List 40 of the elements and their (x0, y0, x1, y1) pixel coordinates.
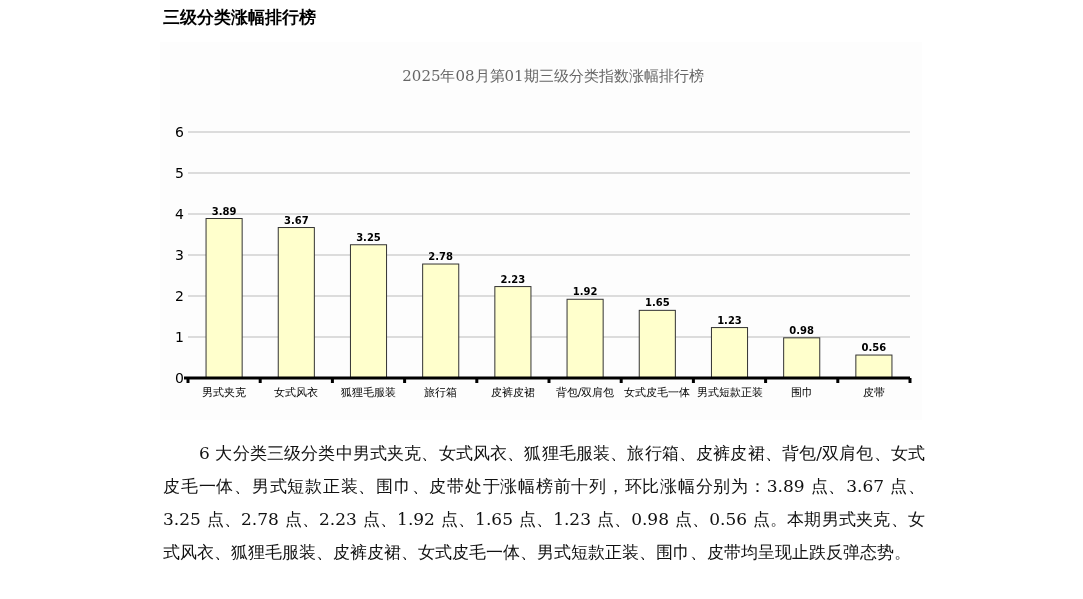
bar (566, 298, 604, 379)
data-label: 1.92 (572, 286, 598, 298)
x-tick-label: 女式皮毛一体 (624, 386, 691, 399)
bar (205, 218, 243, 379)
bar (277, 227, 315, 379)
chart-title: 三级分类涨幅排行榜 (163, 6, 316, 29)
bar (422, 263, 460, 379)
data-label: 0.98 (789, 324, 815, 336)
bar (349, 244, 388, 379)
text: 6 大分类三级分类中男式夹克、女式风衣、狐狸毛服装、旅行箱、皮裤皮裙、背包/双肩包、女式皮毛一体、男式短款正装、围巾、皮带处于涨幅榜前十列，环比涨幅分别为：3.89 点、3.67 点、3.25 点、2.78 点、2.23 点、1.92 点、1.65 点、1.23 点、0.98 点、0.56 点。本期男式夹克、女式风衣、狐狸毛服装、皮裤皮裙、女式皮毛一体、男式短款正装、围巾、皮带均呈现止跌反弹态势。 (163, 442, 925, 564)
x-tick-label: 皮裤皮裙 (490, 386, 535, 399)
y-tick-label: 0 (175, 370, 184, 386)
x-tick-label: 男式短款正装 (696, 386, 763, 399)
bar (494, 286, 532, 379)
x-tick-label: 女式风衣 (274, 386, 319, 399)
x-tick-label: 男式夹克 (202, 386, 247, 399)
x-tick-label: 旅行箱 (424, 386, 458, 399)
data-label: 0.56 (861, 342, 887, 354)
bar (638, 309, 676, 379)
y-tick-label: 1 (175, 329, 184, 345)
y-tick-label: 3 (175, 247, 184, 263)
y-tick-label: 4 (175, 206, 185, 222)
bar (710, 327, 749, 379)
y-tick-label: 6 (175, 124, 185, 140)
x-tick-label: 围巾 (790, 386, 813, 399)
x-tick-label: 背包/双肩包 (555, 386, 615, 399)
data-label: 3.89 (211, 205, 237, 217)
x-tick-label: 狐狸毛服装 (341, 386, 396, 399)
data-label: 3.25 (356, 231, 381, 243)
data-label: 2.23 (500, 273, 526, 285)
data-label: 1.65 (644, 297, 670, 309)
x-tick-label: 皮带 (862, 386, 885, 399)
data-label: 3.67 (283, 214, 309, 226)
data-label: 1.23 (717, 314, 742, 326)
bar (783, 337, 821, 379)
y-tick-label: 5 (175, 165, 184, 181)
data-label: 2.78 (428, 251, 454, 263)
y-tick-label: 2 (175, 288, 184, 304)
bar (855, 354, 893, 379)
chart-subtitle: 2025年08月第01期三级分类指数涨幅排行榜 (402, 67, 704, 85)
